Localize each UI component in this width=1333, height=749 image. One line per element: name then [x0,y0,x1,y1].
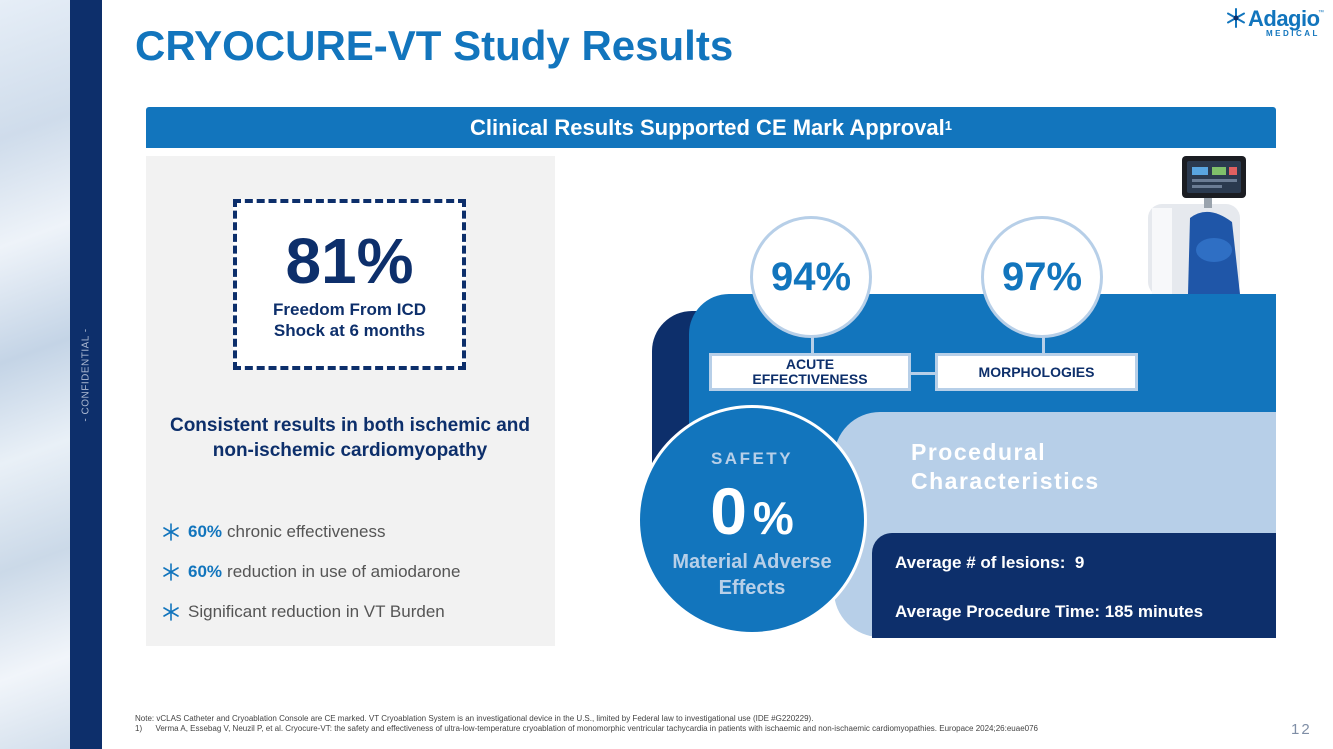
banner-reference: 1 [944,118,952,133]
acute-connector-line [811,330,814,354]
safety-value: 0% [637,472,867,557]
morph-label-text: MORPHOLOGIES [978,363,1095,380]
snowflake-bullet-icon [163,563,179,581]
morph-connector-line [1042,330,1045,354]
safety-circle [637,405,867,635]
acute-label-text: ACUTE EFFECTIVENESS [752,356,868,387]
average-procedure-time: Average Procedure Time: 185 minutes [895,602,1204,621]
safety-unit: % [752,492,794,544]
morphologies-circle: 97% [981,216,1103,338]
bullet-highlight: 60% [188,562,223,581]
ice-background-strip [0,0,70,749]
adagio-logo: Adagio ™ MEDICAL [1226,4,1326,38]
bullet-text: chronic effectiveness [227,522,386,541]
banner-text: Clinical Results Supported CE Mark Appro… [470,114,945,140]
results-banner: Clinical Results Supported CE Mark Appro… [146,107,1276,148]
headline-stat-value: 81% [285,225,414,297]
snowflake-logo-icon [1227,8,1245,28]
list-item: 60% chronic effectiveness [162,512,542,552]
safety-description: Material Adverse Effects [672,551,832,599]
page-number: 12 [1291,721,1312,738]
logo-trademark: ™ [1318,10,1324,16]
headline-stat-box: 81% Freedom From ICD Shock at 6 months [233,199,466,370]
logo-wordmark: Adagio [1248,6,1320,31]
cryoablation-console-image [1148,156,1246,294]
label-connector-line [908,372,938,375]
safety-number: 0 [710,474,747,548]
footnote-note: Note: vCLAS Catheter and Cryoablation Co… [135,714,814,723]
bullet-text: reduction in use of amiodarone [227,562,461,581]
footnotes: Note: vCLAS Catheter and Cryoablation Co… [135,714,1265,734]
list-item: Significant reduction in VT Burden [162,592,542,632]
procedural-title: Procedural Characteristics [911,439,1100,494]
average-lesions: Average # of lesions: 9 [895,553,1085,572]
acute-effectiveness-label: ACUTE EFFECTIVENESS [709,353,911,391]
snowflake-bullet-icon [163,603,179,621]
logo-subtitle: MEDICAL [1266,29,1320,38]
confidential-label: - CONFIDENTIAL - [80,328,92,422]
procedural-metrics-band [872,533,1276,638]
snowflake-bullet-icon [163,523,179,541]
footnote-reference: 1) Verma A, Essebag V, Neuzil P, et al. … [135,724,1038,733]
consistency-statement: Consistent results in both ischemic and … [169,415,530,461]
results-bullet-list: 60% chronic effectiveness 60% reduction … [162,512,542,632]
headline-stat-label: Freedom From ICD Shock at 6 months [272,300,427,340]
morphologies-label: MORPHOLOGIES [935,353,1138,391]
list-item: 60% reduction in use of amiodarone [162,552,542,592]
bullet-text: Significant reduction in VT Burden [188,602,445,621]
safety-label: SAFETY [710,449,794,468]
bullet-highlight: 60% [188,522,223,541]
side-navy-strip [70,0,102,749]
acute-effectiveness-circle: 94% [750,216,872,338]
page-title: CRYOCURE-VT Study Results [135,22,734,69]
